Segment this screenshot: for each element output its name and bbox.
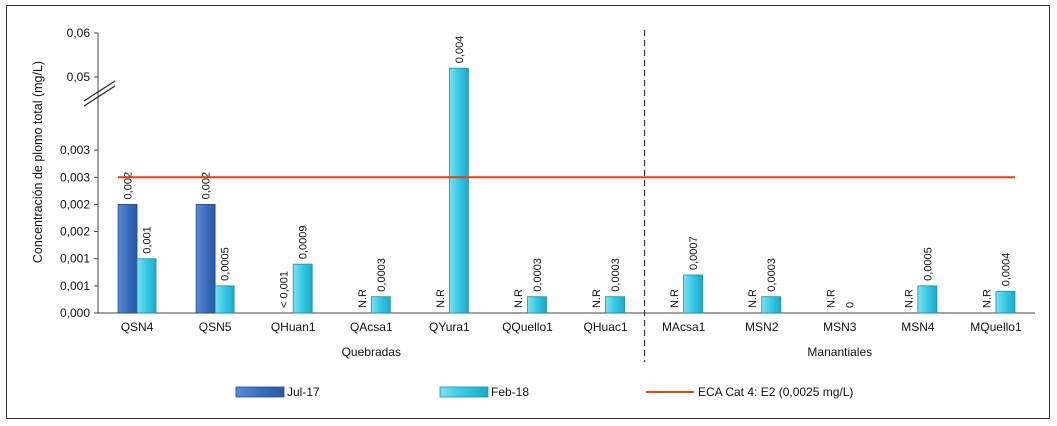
x-tick-label: QAcsa1 <box>350 320 393 334</box>
y-tick-label: 0,06 <box>67 26 91 40</box>
x-tick-label: MAcsa1 <box>662 320 706 334</box>
axis-break-mark <box>83 85 116 107</box>
data-label: N.R <box>747 289 759 308</box>
bar-feb-18 <box>995 290 1016 314</box>
bar-jul-17 <box>117 204 138 314</box>
data-label: N.R <box>435 289 447 308</box>
x-tick-label: QQuello1 <box>502 320 553 334</box>
bar-feb-18 <box>448 67 469 314</box>
data-label: 0,0003 <box>376 258 388 292</box>
bar-feb-18 <box>136 258 157 314</box>
data-label: 0,002 <box>123 172 135 200</box>
y-axis-title: Concentración de plomo total (mg/L) <box>31 61 45 263</box>
bar-feb-18 <box>683 274 704 314</box>
x-tick-label: QHuan1 <box>271 320 316 334</box>
group-label: Manantiales <box>807 345 872 359</box>
data-label: N.R <box>825 289 837 308</box>
data-label: N.R <box>513 289 525 308</box>
data-label: 0,0005 <box>220 247 232 281</box>
y-tick-label: 0,001 <box>60 252 90 266</box>
x-tick-label: QYura1 <box>429 320 470 334</box>
data-label: 0,0007 <box>688 236 700 270</box>
data-label: 0,0005 <box>922 247 934 281</box>
legend-swatch-jul-17 <box>235 386 285 398</box>
data-label: 0,0003 <box>610 258 622 292</box>
chart-frame <box>6 5 1050 419</box>
data-label: 0,004 <box>454 36 466 64</box>
data-label: 0,0003 <box>532 258 544 292</box>
data-label: 0,0003 <box>766 258 778 292</box>
x-tick-label: QSN4 <box>121 320 154 334</box>
y-tick-label: 0,003 <box>60 143 90 157</box>
y-tick-label: 0,05 <box>67 70 91 84</box>
data-label: N.R <box>903 289 915 308</box>
bar-feb-18 <box>214 285 235 314</box>
y-tick-label: 0,000 <box>60 306 90 320</box>
data-label: 0,002 <box>201 172 213 200</box>
data-label: N.R <box>357 289 369 308</box>
x-tick-label: QHuac1 <box>584 320 628 334</box>
data-label: 0 <box>844 302 856 308</box>
data-label: N.R <box>981 289 993 308</box>
y-tick-label: 0,002 <box>60 197 90 211</box>
data-label: N.R <box>591 289 603 308</box>
legend-label-eca: ECA Cat 4: E2 (0,0025 mg/L) <box>698 385 853 399</box>
x-tick-label: MSN3 <box>823 320 857 334</box>
y-tick-label: 0,001 <box>60 279 90 293</box>
data-label: 0,001 <box>142 226 154 254</box>
data-label: < 0,001 <box>279 271 291 308</box>
x-tick-label: MQuello1 <box>970 320 1022 334</box>
x-tick-label: QSN5 <box>199 320 232 334</box>
legend-label-jul-17: Jul-17 <box>287 385 320 399</box>
bar-feb-18 <box>917 285 938 314</box>
bar-feb-18 <box>605 296 625 314</box>
bar-feb-18 <box>292 263 313 314</box>
axis-break-mark <box>83 80 116 102</box>
legend-swatch-feb-18 <box>439 386 489 398</box>
bar-feb-18 <box>527 296 547 314</box>
x-tick-label: MSN2 <box>745 320 779 334</box>
x-tick-label: MSN4 <box>901 320 935 334</box>
data-label: 0,0009 <box>298 225 310 259</box>
data-label: N.R <box>669 289 681 308</box>
group-label: Quebradas <box>342 345 401 359</box>
y-tick-label: 0,003 <box>60 170 90 184</box>
bar-jul-17 <box>195 204 216 314</box>
bar-feb-18 <box>761 296 782 314</box>
bar-feb-18 <box>370 296 391 314</box>
y-tick-label: 0,002 <box>60 225 90 239</box>
data-label: 0,0004 <box>1000 253 1012 287</box>
legend-label-feb-18: Feb-18 <box>491 385 529 399</box>
